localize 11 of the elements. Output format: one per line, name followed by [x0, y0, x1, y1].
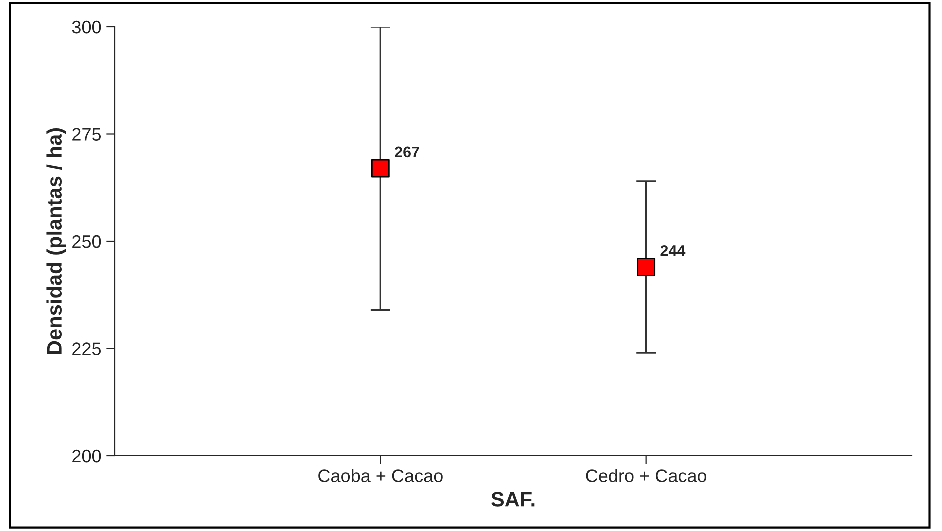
y-tick-label: 250 [72, 235, 102, 248]
y-tick-label: 200 [72, 450, 102, 463]
y-tick-label: 275 [72, 128, 102, 141]
data-label: 267 [395, 146, 420, 158]
x-tick-label: Cedro + Cacao [586, 469, 707, 482]
y-tick-label: 225 [72, 342, 102, 356]
data-label: 244 [660, 245, 686, 256]
x-axis-title: SAF. [492, 492, 535, 507]
y-axis-title: Densidad (plantas / ha) [46, 128, 66, 354]
x-tick-label: Caoba + Cacao [318, 469, 443, 482]
y-tick-label: 300 [72, 20, 102, 34]
